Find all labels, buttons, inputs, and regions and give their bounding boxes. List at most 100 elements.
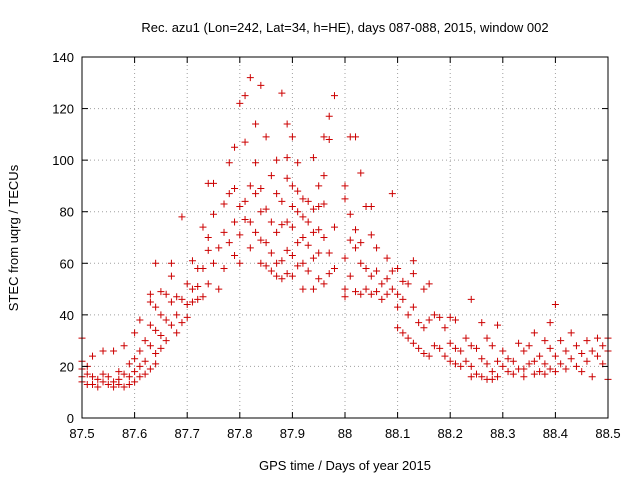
axis-ticks: 87.5 87.6 87.7 87.8 87.9 88 88.1 88.2 88.3 88.4 88…: [52, 50, 620, 441]
data-point: [252, 120, 260, 128]
data-point: [409, 339, 417, 347]
x-tick-label: 88.2: [438, 426, 463, 441]
y-tick-label: 80: [60, 205, 74, 220]
data-point: [309, 205, 317, 213]
data-point: [467, 342, 475, 350]
data-point: [162, 316, 170, 324]
data-point: [136, 316, 144, 324]
data-point: [509, 357, 517, 365]
data-point: [225, 239, 233, 247]
data-point: [152, 303, 160, 311]
data-point: [152, 360, 160, 368]
data-point: [362, 264, 370, 272]
x-tick-label: 88.3: [490, 426, 515, 441]
data-point: [320, 280, 328, 288]
data-point: [499, 362, 507, 370]
data-point: [394, 290, 402, 298]
data-point: [352, 288, 360, 296]
x-tick-label: 88.1: [385, 426, 410, 441]
data-point: [152, 350, 160, 358]
data-point: [451, 360, 459, 368]
data-point: [483, 360, 491, 368]
data-point: [367, 290, 375, 298]
data-point: [231, 218, 239, 226]
data-point: [146, 342, 154, 350]
data-point: [473, 370, 480, 378]
data-point: [330, 264, 338, 272]
data-point: [120, 342, 128, 350]
data-point: [225, 190, 233, 198]
data-point: [220, 200, 228, 208]
data-point: [283, 154, 291, 162]
data-point: [304, 241, 312, 249]
data-point: [283, 174, 291, 182]
data-point: [546, 365, 554, 373]
data-point: [262, 133, 270, 141]
data-point: [388, 267, 396, 275]
data-point: [294, 187, 302, 195]
data-point: [273, 228, 281, 236]
data-point: [457, 347, 465, 355]
data-point: [131, 378, 139, 386]
data-point: [294, 159, 302, 167]
data-point: [488, 375, 496, 383]
data-point: [352, 133, 360, 141]
data-point: [288, 252, 296, 260]
data-point: [462, 357, 470, 365]
data-point: [536, 368, 544, 376]
data-point: [430, 342, 438, 350]
data-point: [304, 197, 312, 205]
data-point: [404, 311, 412, 319]
data-point: [315, 249, 323, 257]
data-point: [488, 342, 496, 350]
data-point: [183, 280, 191, 288]
data-point: [494, 321, 502, 329]
data-point: [420, 350, 428, 358]
data-point: [520, 373, 528, 381]
data-point: [146, 298, 154, 306]
data-point: [483, 334, 491, 342]
data-point: [572, 362, 580, 370]
data-point: [278, 257, 286, 265]
data-point: [204, 246, 212, 254]
data-point: [525, 360, 533, 368]
data-point: [315, 226, 323, 234]
data-point: [252, 190, 260, 198]
data-point: [188, 298, 196, 306]
data-point: [357, 259, 365, 267]
data-point: [252, 159, 260, 167]
data-point: [325, 136, 333, 144]
data-point: [125, 380, 133, 388]
y-axis-label: STEC from uqrg / TECUs: [6, 164, 21, 311]
data-point: [309, 228, 317, 236]
y-tick-label: 40: [60, 308, 74, 323]
data-point: [325, 270, 333, 278]
data-point: [241, 92, 249, 100]
data-point: [283, 270, 291, 278]
data-point: [115, 368, 123, 376]
data-point: [557, 337, 565, 345]
data-point: [341, 254, 349, 262]
data-point: [273, 272, 281, 280]
data-point: [299, 259, 307, 267]
data-point: [288, 133, 296, 141]
data-point: [183, 313, 191, 321]
data-point: [167, 321, 175, 329]
data-point: [562, 347, 570, 355]
data-point: [183, 301, 191, 309]
data-point: [446, 313, 454, 321]
data-point: [357, 169, 365, 177]
x-axis-label: GPS time / Days of year 2015: [259, 458, 431, 473]
data-point: [325, 249, 333, 257]
data-point: [551, 352, 559, 360]
data-point: [262, 239, 270, 247]
data-point: [562, 365, 570, 373]
data-point: [315, 203, 323, 211]
data-point: [241, 215, 249, 223]
data-point: [383, 275, 391, 283]
data-point: [436, 313, 444, 321]
data-point: [178, 319, 186, 327]
y-tick-label: 140: [52, 50, 74, 65]
data-point: [572, 342, 580, 350]
